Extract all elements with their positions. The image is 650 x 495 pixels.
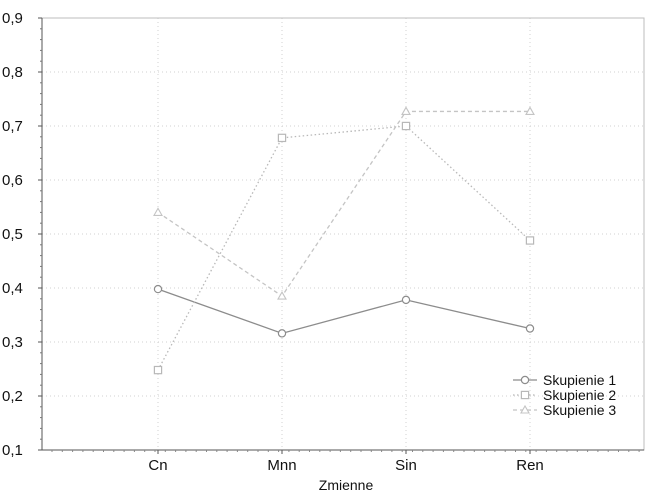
series-lines: [153, 106, 535, 375]
y-tick-label: 0,9: [2, 10, 23, 27]
legend-item-1: Skupienie 1: [513, 372, 616, 388]
data-point: [277, 329, 287, 338]
legend-label: Skupienie 1: [543, 372, 616, 388]
y-tick-label: 0,6: [2, 172, 23, 189]
legend-item-2: Skupienie 2: [513, 387, 616, 403]
data-point: [153, 365, 163, 375]
legend-marker: [520, 390, 530, 400]
series-1: [153, 284, 535, 338]
series-line: [157, 110, 530, 298]
x-axis-ticks: Cn Mnn Sin Ren: [51, 450, 640, 474]
legend-marker: [520, 404, 530, 414]
legend-marker: [520, 375, 530, 385]
y-tick-label: 0,3: [2, 334, 23, 351]
data-point: [525, 236, 535, 245]
legend-label: Skupienie 3: [543, 402, 616, 418]
series-line: [157, 288, 531, 335]
x-axis-title: Zmienne: [319, 477, 374, 493]
data-point: [401, 106, 411, 115]
y-tick-label: 0,1: [2, 442, 23, 459]
x-tick-label: Ren: [516, 457, 544, 474]
data-point: [525, 106, 535, 115]
data-point: [401, 121, 411, 131]
y-tick-label: 0,4: [2, 280, 23, 297]
y-tick-label: 0,5: [2, 226, 23, 243]
data-point: [401, 295, 411, 305]
series-line: [157, 125, 531, 371]
series-2: [153, 121, 535, 375]
data-point: [277, 133, 287, 143]
data-point: [525, 324, 535, 333]
data-point: [153, 207, 163, 216]
x-tick-label: Sin: [395, 457, 417, 474]
y-axis-ticks: 0,1 0,2 0,3 0,4 0,5 0,6 0,7 0,8 0,9: [2, 10, 42, 459]
legend-item-3: Skupienie 3: [513, 402, 616, 418]
x-tick-label: Mnn: [267, 457, 296, 474]
x-tick-label: Cn: [148, 457, 167, 474]
data-point: [277, 290, 287, 300]
data-point: [153, 284, 163, 294]
y-tick-label: 0,7: [2, 118, 23, 135]
y-tick-label: 0,8: [2, 64, 23, 81]
legend-label: Skupienie 2: [543, 387, 616, 403]
series-3: [153, 106, 535, 300]
y-tick-label: 0,2: [2, 388, 23, 405]
